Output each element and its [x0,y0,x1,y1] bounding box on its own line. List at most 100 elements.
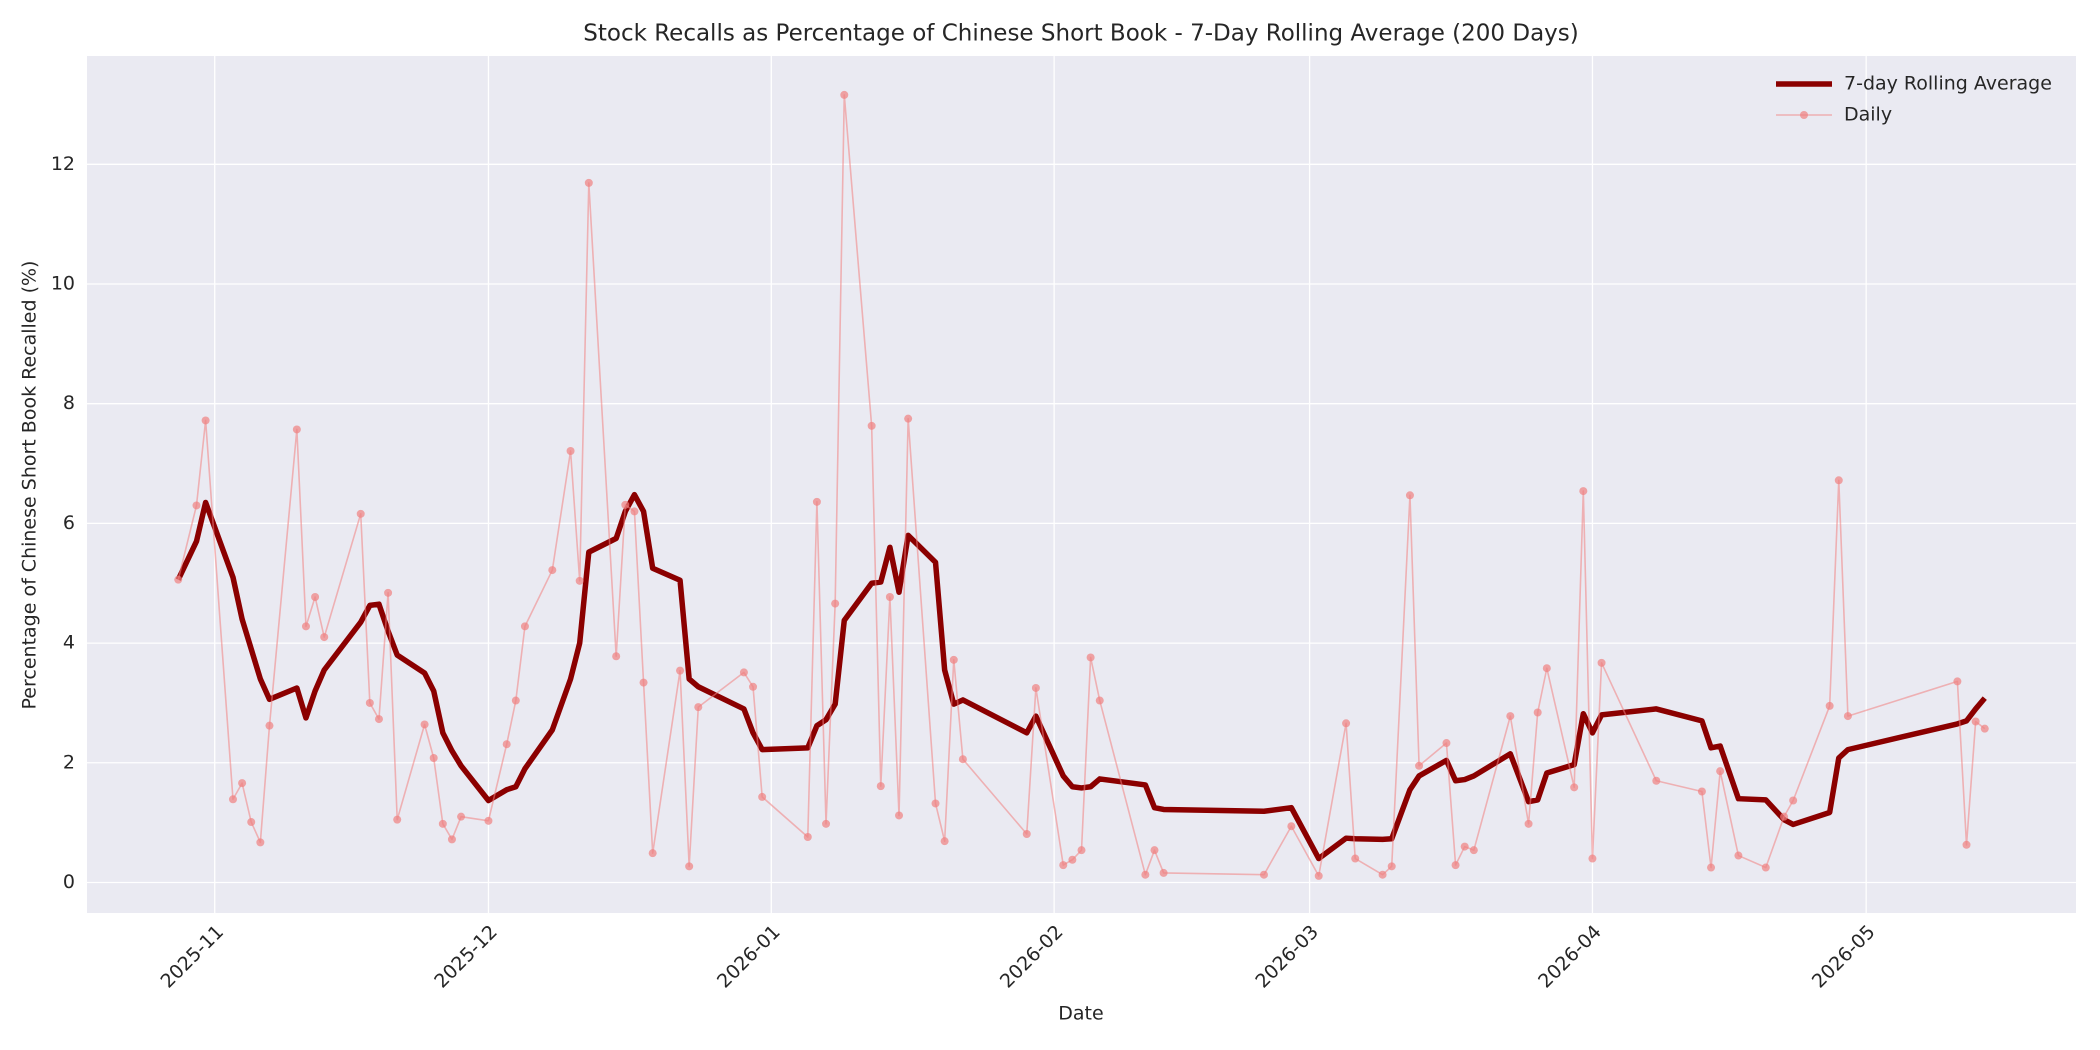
daily-marker [247,818,256,827]
y-tick-label: 6 [63,512,75,534]
daily-marker [949,655,958,664]
x-tick-label: 2025-12 [430,921,502,993]
daily-marker [1506,712,1515,721]
daily-marker [940,837,949,846]
daily-marker [749,682,758,691]
y-axis-label: Percentage of Chinese Short Book Recalle… [19,261,41,710]
daily-marker [1579,487,1588,496]
daily-marker [484,816,493,825]
legend-label: 7-day Rolling Average [1844,73,2052,95]
daily-marker [1031,683,1040,692]
daily-marker [238,779,247,788]
daily-marker [840,90,849,99]
daily-marker [739,668,748,677]
daily-marker [1150,846,1159,855]
y-tick-label: 2 [63,751,75,773]
daily-marker [621,500,630,509]
x-tick-label: 2025-11 [156,921,228,993]
legend-marker [1800,111,1808,119]
daily-marker [1068,855,1077,864]
daily-marker [1843,712,1852,721]
rolling-average-line [175,491,1987,862]
daily-marker [256,838,265,847]
daily-marker [1834,476,1843,485]
daily-marker [1962,840,1971,849]
daily-marker [393,815,402,824]
daily-marker [548,566,557,575]
daily-marker [1588,854,1597,863]
daily-marker [1971,717,1980,726]
legend-label: Daily [1844,104,1892,126]
daily-marker [1761,863,1770,872]
daily-marker [639,678,648,687]
daily-marker [831,599,840,608]
daily-marker [511,696,520,705]
daily-marker [958,755,967,764]
daily-marker [447,835,456,844]
daily-marker [174,575,183,584]
daily-marker [1597,658,1606,667]
daily-marker [1780,812,1789,821]
daily-marker [192,501,201,510]
daily-marker [374,715,383,724]
daily-marker [1524,819,1533,828]
chart-title: Stock Recalls as Percentage of Chinese S… [583,21,1579,47]
daily-marker [1059,861,1068,870]
y-tick-label: 4 [63,632,75,654]
daily-marker [885,593,894,602]
daily-marker [1387,862,1396,871]
daily-marker [1259,870,1268,879]
daily-marker [1378,870,1387,879]
daily-marker [1697,787,1706,796]
daily-marker [228,795,237,804]
daily-marker [867,421,876,430]
daily-marker [1022,830,1031,839]
daily-marker [685,862,694,871]
y-tick-label: 10 [51,273,75,295]
daily-marker [630,507,639,516]
daily-marker [1716,767,1725,776]
daily-marker [1652,776,1661,785]
x-tick-label: 2026-02 [996,921,1068,993]
daily-marker [1415,761,1424,770]
daily-marker [812,497,821,506]
daily-marker [612,652,621,661]
daily-marker [1342,719,1351,728]
x-tick-label: 2026-05 [1808,921,1880,993]
daily-marker [803,832,812,841]
daily-marker [438,819,447,828]
daily-marker [822,819,831,828]
daily-marker [429,753,438,762]
daily-marker [676,666,685,675]
daily-marker [1095,696,1104,705]
daily-marker [1825,701,1834,710]
daily-marker [1442,739,1451,748]
daily-marker [1460,842,1469,851]
daily-marker [1980,724,1989,733]
daily-marker [1141,870,1150,879]
daily-marker [265,721,274,730]
daily-marker [1789,796,1798,805]
grid [87,56,2076,913]
plot-area [87,56,2076,913]
y-tick-label: 8 [63,392,75,414]
daily-marker [694,703,703,712]
daily-marker [502,740,511,749]
daily-marker [520,622,529,631]
daily-marker [356,509,365,518]
daily-marker [1469,846,1478,855]
daily-marker [320,633,329,642]
daily-marker [384,588,393,597]
daily-marker [1570,783,1579,792]
daily-marker [311,593,320,602]
daily-marker [1953,677,1962,686]
daily-marker [457,812,466,821]
daily-marker [1351,854,1360,863]
daily-marker [1451,861,1460,870]
daily-marker [201,416,210,425]
daily-marker [365,698,374,707]
daily-marker [648,849,657,858]
y-tick-label: 0 [63,871,75,893]
y-tick-label: 12 [51,153,75,175]
